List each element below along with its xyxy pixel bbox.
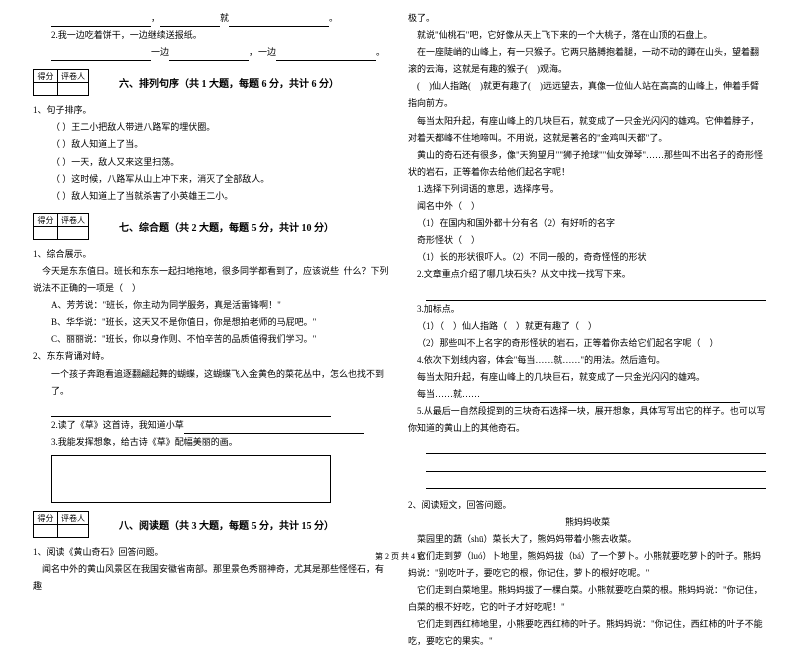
question: 1、综合展示。 [33, 246, 392, 263]
blank[interactable] [426, 290, 766, 301]
score-blank[interactable] [34, 525, 58, 537]
item: （ ）一天，敌人又来这里扫荡。 [33, 154, 392, 171]
question: 2、东东背诵对峙。 [33, 348, 392, 365]
paragraph: 今天是东东值日。班长和东东一起扫地拖地，很多同学都看到了，应该说些 什么？下列说… [33, 263, 392, 297]
item: （ ）这时候，八路军从山上冲下来，消灭了全部敌人。 [33, 171, 392, 188]
question: 3.我能发挥想象，给古诗《草》配幅美丽的画。 [33, 434, 392, 451]
question: 2.读了《草》这首诗，我知道小草 [51, 420, 184, 430]
paragraph: 它们走到西红柿地里，小熊要吃西红柿的叶子。熊妈妈说："你记住，西红柿的叶子不能吃… [408, 616, 767, 650]
score-box: 得分评卷人 [33, 511, 89, 538]
score-box: 得分评卷人 [33, 213, 89, 240]
score-blank[interactable] [34, 227, 58, 239]
paragraph: ( )仙人指路( )就更有趣了( )远远望去，真像一位仙人站在高高的山峰上，伸着… [408, 78, 767, 112]
paragraph: 在一座陡峭的山峰上，有一只猴子。它两只胳膊抱着腿，一动不动的蹲在山头，望着翻滚的… [408, 44, 767, 78]
section-title: 七、综合题（共 2 大题，每题 5 分，共计 10 分） [119, 219, 334, 234]
blank[interactable] [184, 423, 364, 434]
text: 一边 [151, 47, 169, 57]
blank[interactable] [160, 16, 220, 27]
question: 4.依次下划线内容，体会"每当……就……"的用法。然后造句。 [408, 352, 767, 369]
sub-question: 闻名中外（ ） [408, 198, 767, 215]
paragraph: 它们走到白菜地里。熊妈妈拔了一棵白菜。小熊就要吃白菜的根。熊妈妈说："你记住，白… [408, 582, 767, 616]
text: ， [151, 13, 160, 23]
paragraph: 极了。 [408, 10, 767, 27]
option: C、丽丽说："班长，你以身作则、不怕辛苦的品质值得我们学习。" [33, 331, 392, 348]
blank[interactable] [480, 392, 740, 403]
text: 就 [220, 13, 229, 23]
blank[interactable] [51, 406, 331, 417]
text: 2.我一边吃着饼干，一边继续送报纸。 [33, 27, 392, 44]
text: ，一边 [249, 47, 276, 57]
paragraph: 就说"仙桃石"吧，它好像从天上飞下来的一个大桃子，落在山顶的石盘上。 [408, 27, 767, 44]
score-blank[interactable] [58, 227, 82, 239]
text: 。 [329, 13, 338, 23]
sub-question: 奇形怪状（ ） [408, 232, 767, 249]
section-title: 八、阅读题（共 3 大题，每题 5 分，共计 15 分） [119, 517, 334, 532]
score-label: 评卷人 [58, 512, 88, 524]
score-label: 得分 [34, 70, 58, 82]
score-blank[interactable] [58, 525, 82, 537]
paragraph: 每当太阳升起，有座山峰上的几块巨石，就变成了一只金光闪闪的雄鸡。它伸着脖子，对着… [408, 113, 767, 147]
blank[interactable] [426, 443, 766, 454]
page-footer: 第 2 页 共 4 页 [0, 551, 800, 562]
score-label: 评卷人 [58, 214, 88, 226]
sub-question: （2）那些叫不上名字的奇形怪状的岩石，正等着你去给它们起名字呢（ ） [408, 335, 767, 352]
score-blank[interactable] [58, 83, 82, 95]
blank[interactable] [51, 50, 151, 61]
paragraph: 黄山的奇石还有很多，像"天狗望月""狮子抢球""仙女弹琴"……那些叫不出名子的奇… [408, 147, 767, 181]
item: （ ）敌人知道上了当就杀害了小英雄王二小。 [33, 188, 392, 205]
question: 5.从最后一自然段提到的三块奇石选择一块，展开想象，具体写写出它的样子。也可以写… [408, 403, 767, 437]
sub-question: （1）（ ）仙人指路（ ）就更有趣了（ ） [408, 318, 767, 335]
blank[interactable] [426, 478, 766, 489]
option: （1）在国内和国外都十分有名（2）有好听的名字 [408, 215, 767, 232]
story-title: 熊妈妈收菜 [408, 514, 767, 531]
score-label: 得分 [34, 214, 58, 226]
question: 1、句子排序。 [33, 102, 392, 119]
text: 。 [376, 47, 385, 57]
paragraph: 菜园里的蔬（shū）菜长大了，熊妈妈带着小熊去收菜。 [408, 531, 767, 548]
score-box: 得分评卷人 [33, 69, 89, 96]
blank[interactable] [51, 16, 151, 27]
item: （ ）敌人知道上了当。 [33, 136, 392, 153]
question: 2.文章重点介绍了哪几块石头？从文中找一找写下来。 [408, 266, 767, 283]
section-title: 六、排列句序（共 1 大题，每题 6 分，共计 6 分） [119, 75, 339, 90]
question: 1.选择下列词语的意思，选择序号。 [408, 181, 767, 198]
question: 3.加标点。 [408, 301, 767, 318]
drawing-box[interactable] [51, 455, 331, 503]
blank[interactable] [229, 16, 329, 27]
score-label: 得分 [34, 512, 58, 524]
blank[interactable] [169, 50, 249, 61]
score-label: 评卷人 [58, 70, 88, 82]
blank[interactable] [426, 461, 766, 472]
example: 每当太阳升起，有座山峰上的几块巨石，就变成了一只金光闪闪的雄鸡。 [408, 369, 767, 386]
paragraph: 闻名中外的黄山风景区在我国安徽省南部。那里景色秀丽神奇，尤其是那些怪怪石，有趣 [33, 561, 392, 595]
paragraph: 一个孩子奔跑看追逐翻翩起舞的蝴蝶，这蝴蝶飞入金黄色的菜花丛中，怎么也找不到了。 [33, 366, 392, 400]
option: B、华华说："班长，这天又不是你值日，你是想拍老师的马屁吧。" [33, 314, 392, 331]
prompt: 每当……就…… [408, 389, 480, 399]
option: A、芳芳说："班长，你主动为同学服务，真是活雷锋啊！" [33, 297, 392, 314]
blank[interactable] [276, 50, 376, 61]
item: （ ）王二小把敌人带进八路军的埋伏圈。 [33, 119, 392, 136]
option: （1）长的形状很吓人。（2）不同一般的，奇奇怪怪的形状 [408, 249, 767, 266]
score-blank[interactable] [34, 83, 58, 95]
question: 2、阅读短文，回答问题。 [408, 497, 767, 514]
